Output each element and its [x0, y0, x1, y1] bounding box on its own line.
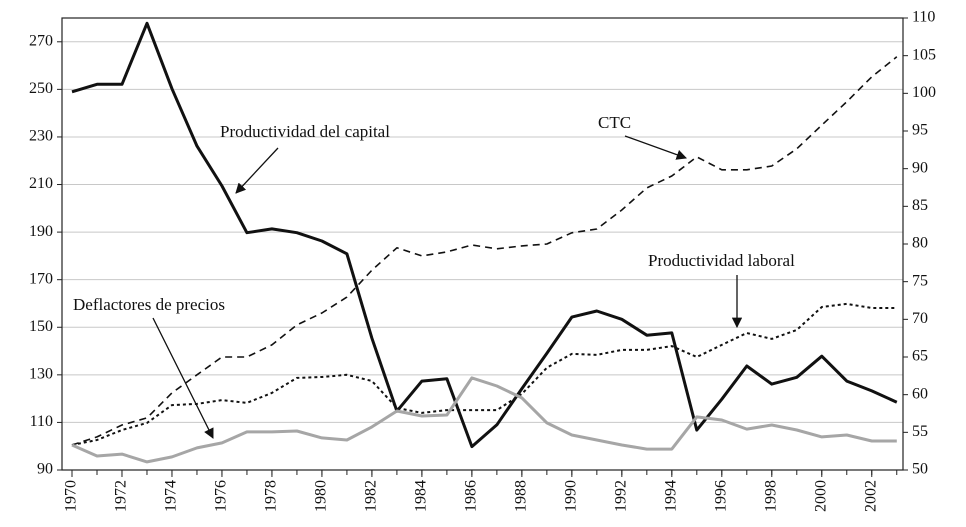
x-tick-label: 1990 — [563, 480, 580, 512]
x-tick-label: 1986 — [463, 480, 480, 512]
x-tick-label: 1996 — [712, 480, 729, 512]
lines — [71, 21, 898, 464]
y2-tick-label: 60 — [912, 385, 928, 402]
y2-tick-label: 95 — [912, 122, 928, 139]
series-line — [71, 56, 898, 446]
x-tick-label: 1976 — [213, 480, 230, 512]
x-tick-label: 1982 — [363, 480, 380, 512]
x-tick-label: 1994 — [662, 480, 679, 512]
y2-tick-label: 50 — [912, 461, 928, 478]
axes: 90 110 130 150 170 190 210 230 250 270 50 55 60 65 70 7… — [29, 9, 936, 512]
y-tick-label: 170 — [29, 270, 53, 287]
annotation: CTC — [598, 113, 631, 132]
y2-tick-label: 55 — [912, 423, 928, 440]
y-tick-label: 90 — [37, 461, 53, 478]
y2-tick-label: 75 — [912, 272, 928, 289]
x-tick-label: 1992 — [613, 480, 630, 512]
y-tick-label: 130 — [29, 366, 53, 383]
y-tick-label: 190 — [29, 223, 53, 240]
y-tick-label: 250 — [29, 80, 53, 97]
x-tick-label: 1988 — [513, 480, 530, 512]
annotation: Productividad del capital — [220, 122, 390, 141]
series-line — [71, 302, 897, 446]
annotation: Deflactores de precios — [73, 295, 225, 314]
x-tick-label: 1972 — [113, 480, 130, 512]
x-tick-label: 1984 — [413, 480, 430, 512]
series-line — [71, 21, 898, 449]
y2-tick-label: 110 — [912, 9, 935, 26]
y-tick-label: 230 — [29, 128, 53, 145]
y-tick-label: 210 — [29, 175, 53, 192]
y2-tick-label: 90 — [912, 159, 928, 176]
grid — [62, 41, 903, 471]
y2-tick-label: 100 — [912, 84, 936, 101]
x-tick-label: 1970 — [63, 480, 80, 512]
y-tick-label: 270 — [29, 32, 53, 49]
y2-tick-label: 85 — [912, 197, 928, 214]
series-line — [71, 376, 897, 464]
x-tick-label: 2002 — [862, 480, 879, 512]
x-tick-label: 2000 — [812, 480, 829, 512]
annotation-arrow — [624, 135, 687, 160]
plot-frame — [61, 17, 904, 471]
x-tick-label: 1974 — [163, 480, 180, 512]
annotation: Productividad laboral — [648, 251, 795, 270]
y-tick-label: 110 — [30, 413, 53, 430]
y2-tick-label: 65 — [912, 348, 928, 365]
x-tick-label: 1978 — [263, 480, 280, 512]
annotation-arrow — [152, 317, 214, 439]
x-tick-label: 1998 — [762, 480, 779, 512]
y2-tick-label: 105 — [912, 46, 936, 63]
y2-tick-label: 80 — [912, 235, 928, 252]
annotations: Productividad del capital CTC Productivida… — [73, 113, 795, 439]
y2-tick-label: 70 — [912, 310, 928, 327]
y-tick-label: 150 — [29, 318, 53, 335]
annotation-arrow — [235, 147, 279, 194]
x-tick-label: 1980 — [313, 480, 330, 512]
